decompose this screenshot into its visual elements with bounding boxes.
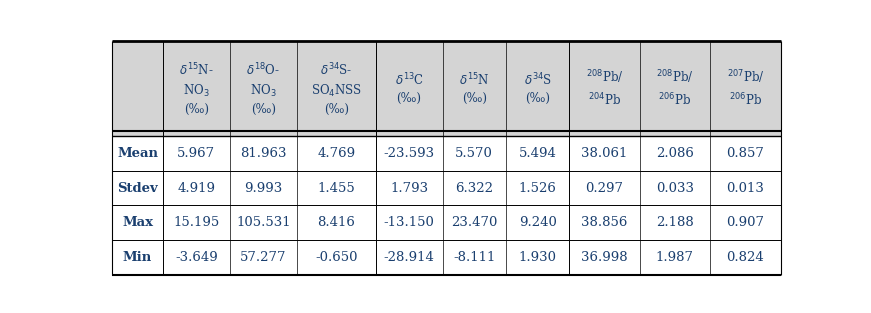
Text: 0.857: 0.857 — [726, 147, 764, 160]
Text: 1.987: 1.987 — [656, 251, 694, 264]
Text: Min: Min — [123, 251, 152, 264]
Text: -28.914: -28.914 — [383, 251, 435, 264]
Text: 1.930: 1.930 — [518, 251, 557, 264]
Text: $\delta^{18}$O-
NO$_3$
(‰): $\delta^{18}$O- NO$_3$ (‰) — [246, 61, 280, 116]
Bar — [112, 41, 163, 136]
Text: $^{208}$Pb/
$^{206}$Pb: $^{208}$Pb/ $^{206}$Pb — [656, 69, 693, 108]
Text: $\delta^{34}$S-
SO$_4$NSS
(‰): $\delta^{34}$S- SO$_4$NSS (‰) — [311, 61, 361, 116]
Bar — [442, 171, 506, 205]
Text: 9.240: 9.240 — [518, 216, 557, 229]
Text: $\delta^{15}$N
(‰): $\delta^{15}$N (‰) — [459, 72, 490, 105]
Text: -0.650: -0.650 — [315, 251, 357, 264]
Bar — [442, 205, 506, 240]
Text: 15.195: 15.195 — [173, 216, 219, 229]
Bar — [506, 205, 570, 240]
Text: 1.455: 1.455 — [317, 182, 355, 194]
Text: $^{208}$Pb/
$^{204}$Pb: $^{208}$Pb/ $^{204}$Pb — [585, 69, 624, 108]
Text: 2.086: 2.086 — [656, 147, 694, 160]
Bar — [112, 136, 163, 171]
Text: $\delta^{34}$S
(‰): $\delta^{34}$S (‰) — [523, 72, 551, 105]
Bar — [506, 41, 570, 136]
Text: 81.963: 81.963 — [240, 147, 287, 160]
Text: -8.111: -8.111 — [453, 251, 496, 264]
Text: 8.416: 8.416 — [317, 216, 355, 229]
Text: 0.297: 0.297 — [585, 182, 624, 194]
Text: $^{207}$Pb/
$^{206}$Pb: $^{207}$Pb/ $^{206}$Pb — [726, 69, 764, 108]
Bar — [112, 171, 163, 205]
Text: 1.526: 1.526 — [518, 182, 557, 194]
Text: 5.967: 5.967 — [178, 147, 215, 160]
Text: 0.907: 0.907 — [726, 216, 765, 229]
Text: 0.033: 0.033 — [656, 182, 694, 194]
Text: $\delta^{13}$C
(‰): $\delta^{13}$C (‰) — [395, 72, 423, 105]
Text: -23.593: -23.593 — [383, 147, 435, 160]
Text: 57.277: 57.277 — [240, 251, 287, 264]
Bar — [442, 240, 506, 275]
Text: 38.061: 38.061 — [581, 147, 628, 160]
Bar — [506, 171, 570, 205]
Text: 0.013: 0.013 — [726, 182, 764, 194]
Text: 5.494: 5.494 — [518, 147, 557, 160]
Text: 5.570: 5.570 — [456, 147, 493, 160]
Text: 6.322: 6.322 — [456, 182, 493, 194]
Text: 36.998: 36.998 — [581, 251, 628, 264]
Text: 9.993: 9.993 — [244, 182, 282, 194]
Text: 23.470: 23.470 — [451, 216, 497, 229]
Bar — [506, 136, 570, 171]
Bar — [112, 205, 163, 240]
Bar — [112, 240, 163, 275]
Bar — [442, 41, 506, 136]
Text: -13.150: -13.150 — [383, 216, 435, 229]
Text: Mean: Mean — [117, 147, 159, 160]
Text: -3.649: -3.649 — [175, 251, 218, 264]
Text: 4.919: 4.919 — [178, 182, 215, 194]
Text: Stdev: Stdev — [118, 182, 158, 194]
Text: 1.793: 1.793 — [390, 182, 429, 194]
Text: 2.188: 2.188 — [656, 216, 694, 229]
Bar — [442, 136, 506, 171]
Text: 105.531: 105.531 — [236, 216, 291, 229]
Text: $\delta^{15}$N-
NO$_3$
(‰): $\delta^{15}$N- NO$_3$ (‰) — [179, 61, 213, 116]
Text: 4.769: 4.769 — [317, 147, 355, 160]
Bar — [506, 240, 570, 275]
Text: 38.856: 38.856 — [581, 216, 628, 229]
Text: 0.824: 0.824 — [726, 251, 764, 264]
Text: Max: Max — [122, 216, 153, 229]
